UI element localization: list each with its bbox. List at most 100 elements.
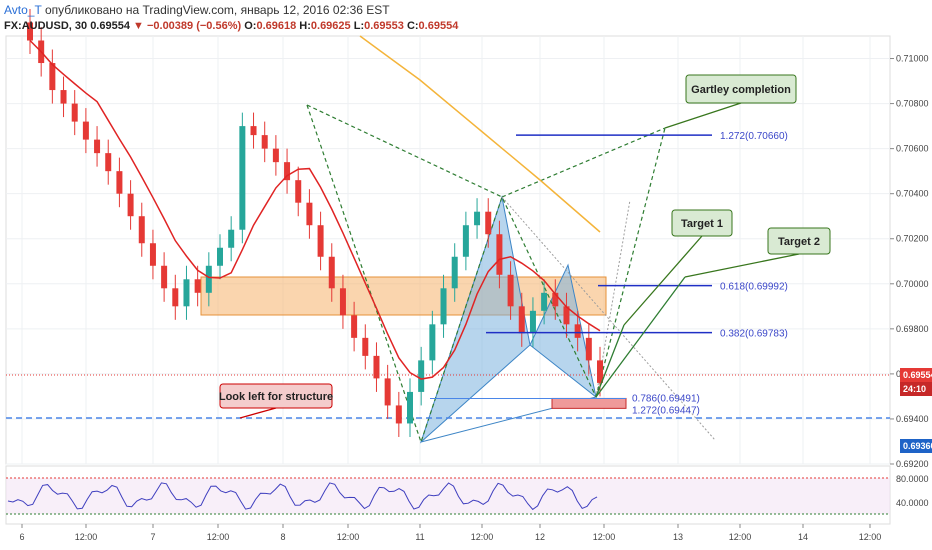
candle-body [205,265,212,293]
price-tag-label: 0.69554 [903,370,932,380]
x-tick-label: 12:00 [859,532,882,542]
candle-body [384,378,391,406]
entry-zone [551,397,627,409]
candle-body [529,310,536,334]
close-value: 0.69554 [418,20,459,32]
candle-body [585,337,592,361]
candle-body [27,22,33,41]
candle-body [362,337,369,356]
candles [27,8,603,437]
candle-body [60,90,67,104]
price-tag [900,368,932,382]
structure-callout-pointer [239,407,277,419]
candle-body [440,288,447,325]
candle-body [127,193,134,217]
target-2-callout-pointer [684,253,800,278]
price-change: −0.00389 (−0.56%) [146,20,242,32]
x-tick-label: 12:00 [471,532,494,542]
x-tick-label: 12:00 [207,532,230,542]
trend-dotted-1 [501,196,716,441]
target-2-callout-text: Target 2 [778,236,820,248]
y-tick-label: 0.69800 [896,324,929,334]
header-line-2: FX:AUDUSD, 30 0.69554 ▼ −0.00389 (−0.56%… [4,20,458,32]
overlays-front: 1.272(0.70660) 0.618(0.69992) 0.382(0.6978… [29,35,831,419]
candle-body [597,360,603,383]
candle-body [239,126,246,230]
y-tick-label: 0.70400 [896,189,929,199]
last-price: 0.69554 [90,20,130,32]
target-1-callout-pointer [623,235,703,326]
fib-level-label: 0.618(0.69992) [720,282,788,293]
candle-body [395,405,402,424]
bd-extension-dashed [501,127,666,198]
candle-body [105,153,112,172]
target-1-arrow [595,324,625,398]
candle-body [138,216,145,244]
candle-body [563,306,570,325]
y-axis: 0.71000 0.70800 0.70600 0.70400 0.70200 0.700… [890,54,932,469]
lower-indicator: 80.0000 40.0000 [6,474,929,515]
y-tick-label: 0.71000 [896,54,929,64]
candle-body [496,234,503,275]
oscillator-tick-80: 80.0000 [896,474,929,484]
y-tick-label: 0.70200 [896,234,929,244]
low-label: L: [353,20,365,32]
high-label: H: [299,20,311,32]
high-value: 0.69625 [310,20,351,32]
x-tick-label: 14 [798,532,808,542]
candle-body [418,360,425,392]
candle-body [161,265,168,289]
candle-body [351,315,358,338]
gartley-callout-text: Gartley completion [691,84,791,96]
author-link[interactable]: Avto_T [4,3,42,17]
xb-dashed [306,104,503,198]
projection-dashed [595,127,666,398]
open-value: 0.69618 [256,20,297,32]
x-tick-label: 12:00 [337,532,360,542]
close-label: C: [406,20,419,32]
candle-body [49,63,56,91]
candle-body [82,121,89,140]
candle-body [574,324,581,338]
structure-callout-text: Look left for structure [219,391,333,403]
low-value: 0.69553 [364,20,404,32]
price-tag-label: 0.69360 [903,441,932,451]
candle-body [306,202,313,226]
x-tick-label: 6 [19,532,24,542]
candle-body [451,256,458,289]
target-1-callout-box [671,209,733,237]
symbol-label[interactable]: FX:AUDUSD, 30 [4,20,88,32]
candle-body [474,211,481,226]
oscillator-tick-40: 40.0000 [896,498,929,508]
candle-body [429,324,436,361]
x-tick-label: 12:00 [75,532,98,542]
candle-body [317,225,324,257]
candle-body [518,306,525,334]
published-text: опубликовано на TradingView.com, январь … [44,3,390,17]
candle-body [172,288,179,307]
x-tick-label: 12:00 [729,532,752,542]
gartley-dashed-path [306,104,597,444]
candle-body [552,292,559,307]
candle-body [272,148,279,163]
chart-header: Avto_T опубликовано на TradingView.com, … [0,0,932,34]
x-tick-label: 12 [535,532,545,542]
x-tick-label: 12:00 [593,532,616,542]
price-tag [900,439,932,453]
target-2-callout-box [767,227,831,255]
x-tick-label: 11 [415,532,424,542]
down-arrow-icon: ▼ [133,20,144,32]
candle-body [339,288,346,316]
candle-body [183,279,190,307]
candle-body [295,180,302,203]
y-tick-label: 0.70800 [896,99,929,109]
x-axis: 6 12:00 7 12:00 8 12:00 11 12:00 12 12:00 13 12:00 1… [19,524,881,542]
x-tick-label: 7 [150,532,155,542]
structure-callout-box [219,383,333,409]
fib-786-label: 0.786(0.69491) [632,393,700,404]
y-tick-label: 0.70600 [896,144,929,154]
candle-body [485,211,492,235]
candle-body [507,274,514,307]
candle-body [462,225,469,257]
